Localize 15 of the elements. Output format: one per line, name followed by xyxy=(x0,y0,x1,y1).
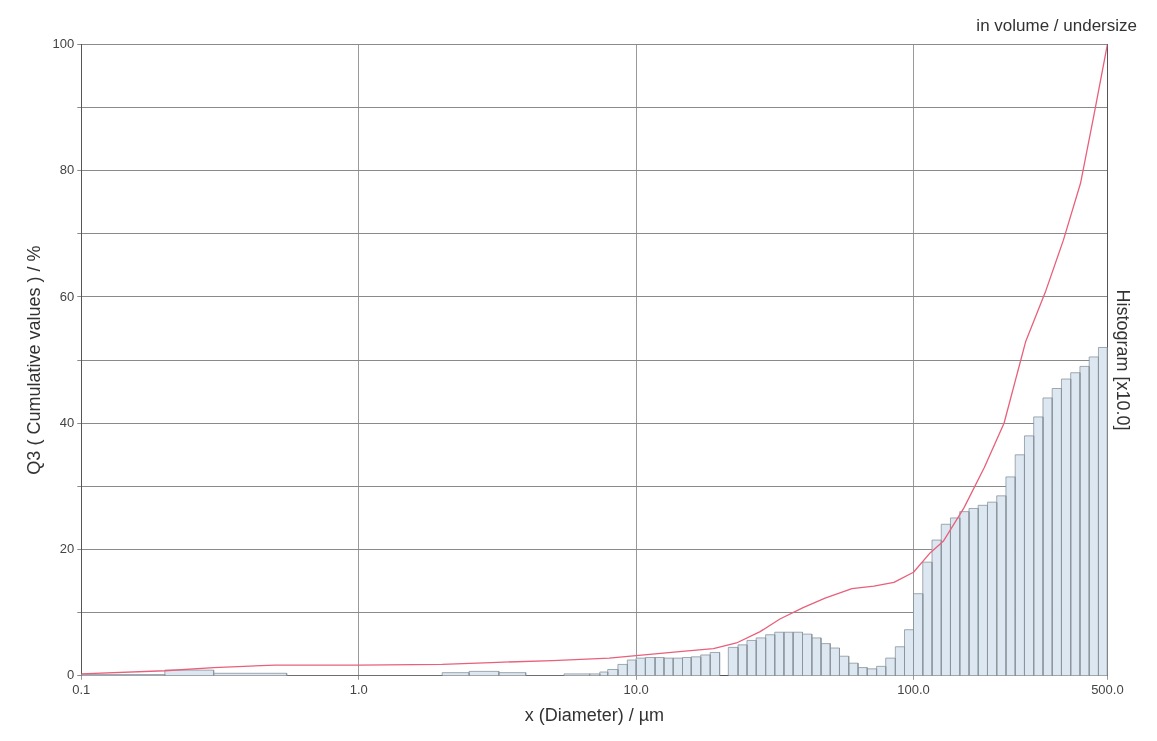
x-tick-label: 500.0 xyxy=(1091,682,1124,698)
y-tick-label: 100 xyxy=(52,35,75,51)
y-tick-label: 60 xyxy=(59,288,75,304)
x-tick-label: 100.0 xyxy=(897,682,930,698)
x-tick-label: 10.0 xyxy=(623,682,649,698)
chart-title: in volume / undersize xyxy=(976,15,1137,35)
x-tick-label: 1.0 xyxy=(349,682,368,698)
x-tick-label: 0.1 xyxy=(72,682,91,698)
y-tick-label: 40 xyxy=(59,414,75,430)
y-axis-title: Q3 ( Cumulative values ) / % xyxy=(23,245,44,475)
y2-axis-title: Histogram [x10.0] xyxy=(1113,289,1134,431)
y-tick-label: 80 xyxy=(59,162,75,178)
x-axis-title: x (Diameter) / µm xyxy=(524,705,665,726)
y-tick-label: 0 xyxy=(67,667,75,683)
y-tick-label: 20 xyxy=(59,541,75,557)
